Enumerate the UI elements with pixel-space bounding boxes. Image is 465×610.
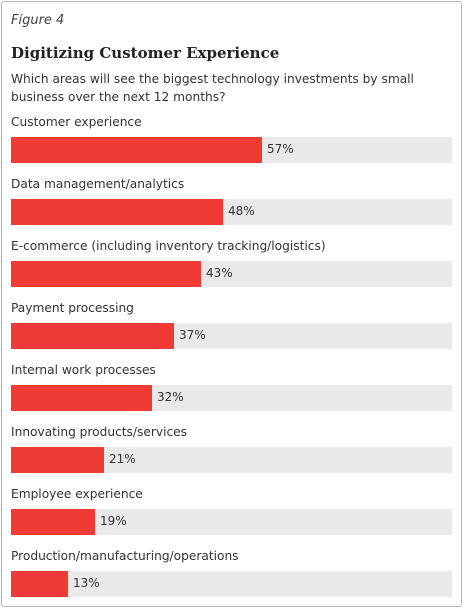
bar-track: 57% — [11, 137, 452, 163]
bar-track: 19% — [11, 509, 452, 535]
figure-label: Figure 4 — [11, 13, 65, 28]
bar-row: Innovating products/services 21% — [11, 425, 452, 473]
bar — [11, 509, 95, 535]
bar — [11, 199, 223, 225]
category-label: Innovating products/services — [11, 425, 188, 439]
value-label: 57% — [267, 142, 294, 156]
value-label: 19% — [100, 514, 127, 528]
bar-track: 48% — [11, 199, 452, 225]
category-label: Employee experience — [11, 487, 143, 501]
bar — [11, 261, 201, 287]
bar-track: 32% — [11, 385, 452, 411]
category-label: Customer experience — [11, 115, 142, 129]
bar-row: Employee experience 19% — [11, 487, 452, 535]
value-label: 43% — [206, 266, 233, 280]
bar-track: 43% — [11, 261, 452, 287]
bar-track: 21% — [11, 447, 452, 473]
category-label: Data management/analytics — [11, 177, 185, 191]
category-label: Payment processing — [11, 301, 134, 315]
chart-title: Digitizing Customer Experience — [11, 44, 280, 62]
value-label: 32% — [157, 390, 184, 404]
value-label: 48% — [228, 204, 255, 218]
bar-row: Payment processing 37% — [11, 301, 452, 349]
bar-row: Internal work processes 32% — [11, 363, 452, 411]
bar-track: 13% — [11, 571, 452, 597]
bar-row: Production/manufacturing/operations 13% — [11, 549, 452, 597]
category-label: E-commerce (including inventory tracking… — [11, 239, 326, 253]
bar — [11, 447, 104, 473]
bar — [11, 323, 174, 349]
value-label: 21% — [109, 452, 136, 466]
category-label: Production/manufacturing/operations — [11, 549, 239, 563]
bar — [11, 385, 152, 411]
category-label: Internal work processes — [11, 363, 156, 377]
value-label: 37% — [179, 328, 206, 342]
bar — [11, 571, 68, 597]
bar-row: Customer experience 57% — [11, 115, 452, 163]
chart-subtitle: Which areas will see the biggest technol… — [11, 72, 414, 104]
value-label: 13% — [73, 576, 100, 590]
bar-row: Data management/analytics 48% — [11, 177, 452, 225]
bar — [11, 137, 262, 163]
bar-row: E-commerce (including inventory tracking… — [11, 239, 452, 287]
bar-track: 37% — [11, 323, 452, 349]
